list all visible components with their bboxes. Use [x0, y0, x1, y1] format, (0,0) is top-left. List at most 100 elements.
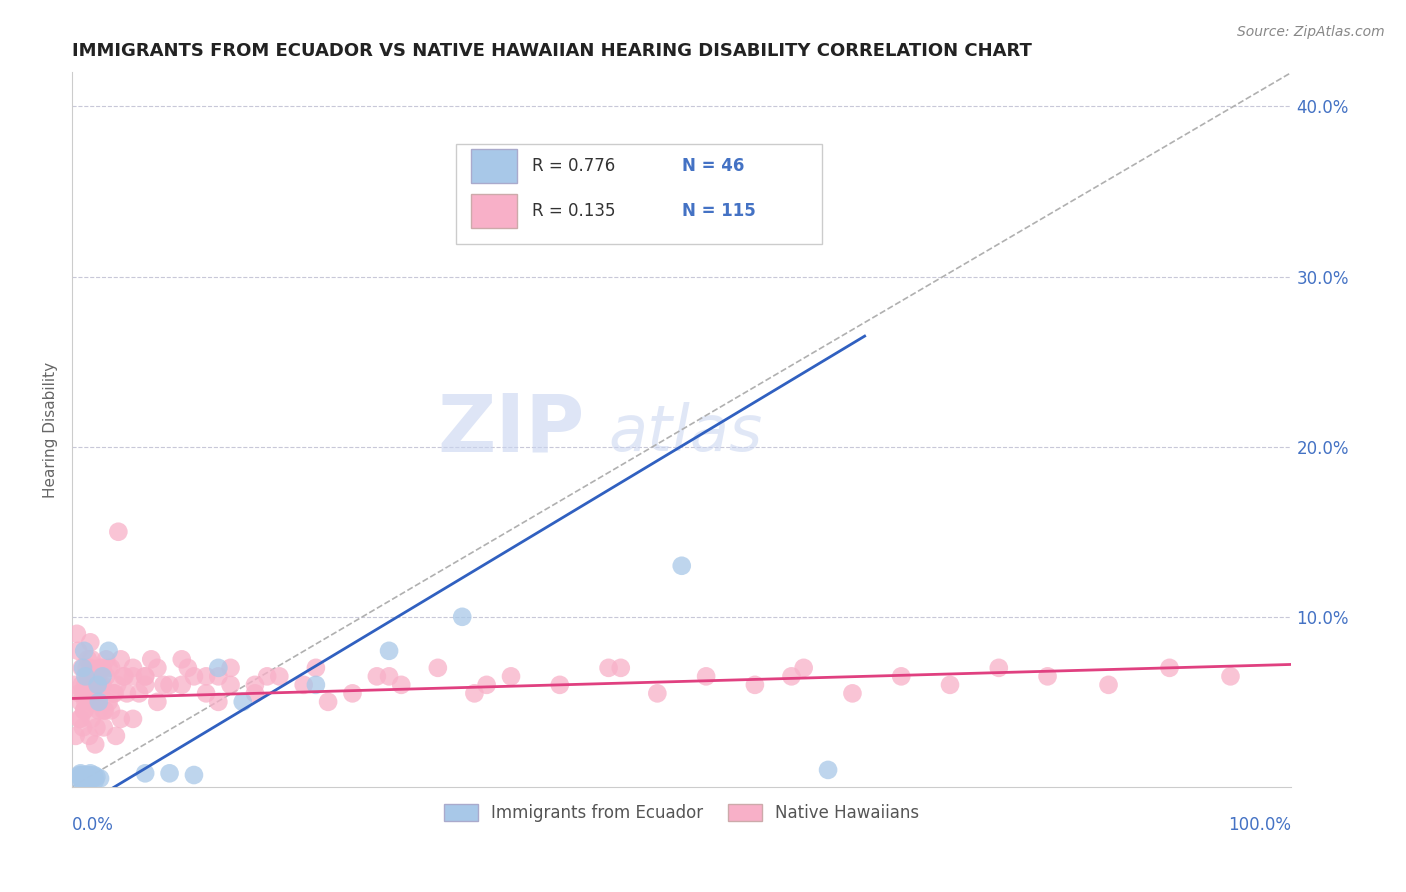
Point [122, 712, 145, 726]
Point [96, 652, 118, 666]
Point [207, 661, 229, 675]
Point [744, 678, 766, 692]
Point [598, 661, 620, 675]
Point [115, 686, 138, 700]
Point [77, 768, 100, 782]
Point [890, 669, 912, 683]
Point [134, 678, 156, 692]
Point [84, 773, 107, 788]
Point [499, 669, 522, 683]
Point [69, 766, 91, 780]
Point [73, 768, 96, 782]
Point [243, 686, 266, 700]
Point [647, 686, 669, 700]
Point [793, 661, 815, 675]
Point [305, 678, 328, 692]
Point [79, 770, 101, 784]
Point [426, 661, 449, 675]
Point [342, 686, 364, 700]
Point [75, 669, 97, 683]
Text: N = 115: N = 115 [682, 202, 755, 220]
Point [83, 768, 105, 782]
Point [87, 678, 110, 692]
Point [83, 695, 105, 709]
Point [89, 661, 111, 675]
Point [91, 678, 114, 692]
FancyBboxPatch shape [456, 144, 823, 244]
Point [548, 678, 571, 692]
Point [219, 661, 242, 675]
Point [146, 661, 169, 675]
Point [475, 678, 498, 692]
Point [141, 652, 163, 666]
Point [1036, 669, 1059, 683]
Point [159, 678, 181, 692]
Point [76, 768, 98, 782]
Point [75, 773, 97, 788]
Point [91, 669, 114, 683]
Point [100, 661, 122, 675]
Point [195, 669, 218, 683]
Point [76, 773, 98, 788]
Point [67, 772, 90, 786]
Point [100, 703, 122, 717]
Point [243, 678, 266, 692]
Point [90, 686, 112, 700]
Point [134, 766, 156, 780]
Point [110, 712, 132, 726]
Point [183, 768, 205, 782]
Point [75, 678, 97, 692]
Point [463, 686, 485, 700]
Y-axis label: Hearing Disability: Hearing Disability [44, 361, 58, 498]
Point [93, 720, 115, 734]
Point [610, 661, 633, 675]
Point [75, 770, 97, 784]
Point [67, 768, 90, 782]
Point [939, 678, 962, 692]
Point [122, 661, 145, 675]
Point [104, 686, 127, 700]
Point [207, 695, 229, 709]
Point [76, 669, 98, 683]
Point [73, 772, 96, 786]
Point [77, 729, 100, 743]
Point [87, 703, 110, 717]
Point [86, 770, 108, 784]
Point [67, 712, 90, 726]
Point [316, 695, 339, 709]
Point [110, 652, 132, 666]
Point [112, 669, 135, 683]
Point [80, 652, 103, 666]
Point [170, 678, 193, 692]
Point [389, 678, 412, 692]
Point [114, 669, 136, 683]
Point [76, 772, 98, 786]
Point [183, 669, 205, 683]
Point [97, 695, 120, 709]
Point [256, 669, 278, 683]
Point [105, 678, 128, 692]
Point [73, 644, 96, 658]
Point [66, 627, 89, 641]
Point [817, 763, 839, 777]
Point [292, 678, 315, 692]
Point [841, 686, 863, 700]
Text: R = 0.776: R = 0.776 [531, 157, 614, 175]
Point [67, 644, 90, 658]
Point [69, 770, 91, 784]
Point [76, 770, 98, 784]
Point [366, 669, 388, 683]
Point [269, 669, 291, 683]
Point [97, 661, 120, 675]
Point [232, 695, 254, 709]
Point [103, 686, 125, 700]
Point [207, 669, 229, 683]
Point [70, 678, 93, 692]
Point [159, 766, 181, 780]
Point [76, 678, 98, 692]
Point [72, 720, 94, 734]
Point [69, 695, 91, 709]
Point [91, 661, 114, 675]
Point [86, 669, 108, 683]
Point [65, 729, 87, 743]
